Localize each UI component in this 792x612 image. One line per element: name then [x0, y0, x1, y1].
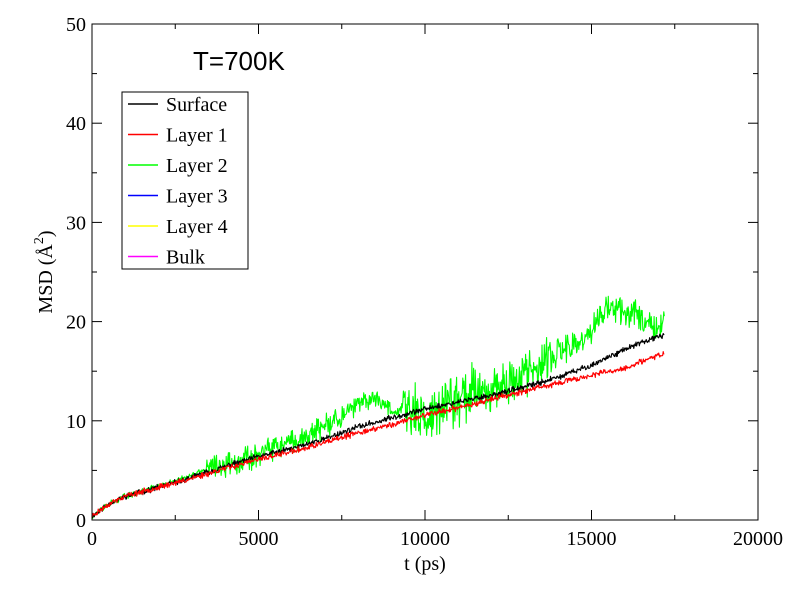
series-line-layer-1: [91, 351, 665, 518]
y-axis-label: MSD (Å2): [32, 230, 57, 313]
legend-label: Surface: [166, 94, 227, 116]
legend-label: Layer 2: [166, 155, 228, 177]
y-axis-label-text: MSD (: [35, 258, 57, 313]
y-axis-label-close: ): [35, 230, 57, 237]
legend-label: Bulk: [166, 247, 205, 269]
legend-label: Layer 4: [166, 216, 228, 238]
y-tick-label: 0: [76, 510, 86, 532]
legend-label: Layer 1: [166, 125, 228, 147]
y-tick-label: 40: [66, 113, 86, 135]
x-axis-label: t (ps): [404, 553, 446, 575]
y-tick-label: 50: [66, 14, 86, 36]
x-tick-label: 0: [87, 528, 97, 550]
legend-label: Layer 3: [166, 186, 228, 208]
x-tick-label: 10000: [400, 528, 450, 550]
y-axis-label-unit: Å: [35, 244, 57, 259]
temperature-annotation: T=700K: [193, 46, 285, 76]
series-group: [91, 295, 665, 519]
x-tick-label: 5000: [239, 528, 279, 550]
y-tick-label: 30: [66, 212, 86, 234]
x-tick-label: 15000: [567, 528, 617, 550]
y-tick-label: 20: [66, 312, 86, 334]
y-tick-label: 10: [66, 411, 86, 433]
ticks-group: 0 5000 10000 15000 20000 0 10 20 30 40 50: [66, 14, 783, 550]
y-axis-label-exp: 2: [32, 237, 47, 244]
legend-box: [121, 91, 249, 270]
series-line-surface: [91, 332, 665, 519]
legend: Surface Layer 1 Layer 2 Layer 3 Layer 4 Bulk: [121, 91, 249, 270]
x-tick-label: 20000: [733, 528, 783, 550]
